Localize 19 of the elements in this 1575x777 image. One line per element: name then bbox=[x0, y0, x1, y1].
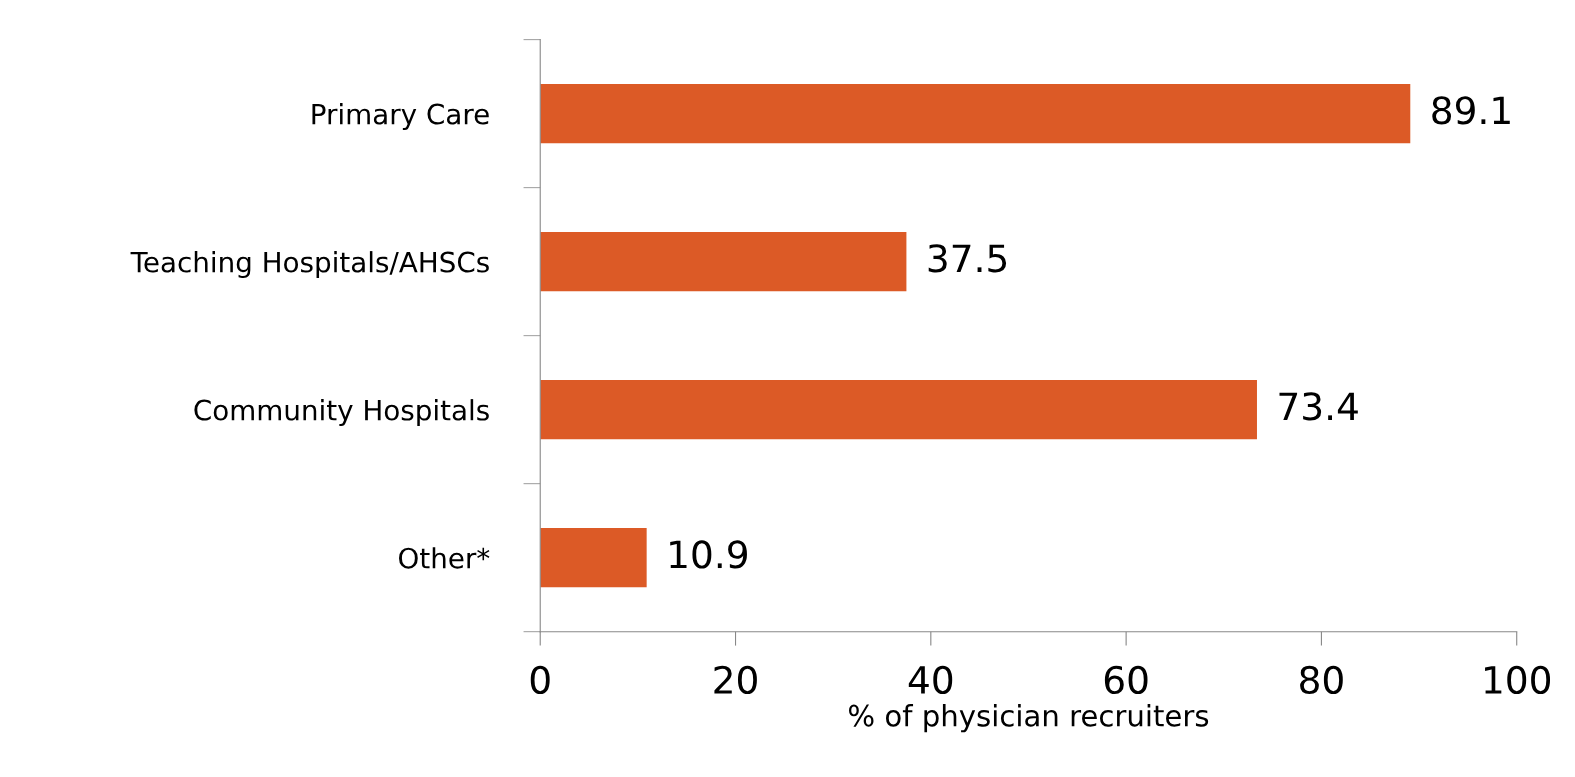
data-label: 10.9 bbox=[670, 540, 747, 569]
data-label: 73.4 bbox=[1279, 392, 1358, 421]
bar bbox=[540, 528, 647, 588]
bar bbox=[540, 84, 1411, 144]
y-tick-label: Primary Care bbox=[312, 103, 489, 130]
x-tick-label: 40 bbox=[908, 665, 953, 695]
bar bbox=[540, 232, 907, 292]
y-tick-label: Other* bbox=[399, 547, 490, 569]
x-tick-label: 100 bbox=[1485, 665, 1551, 695]
x-tick-label: 60 bbox=[1104, 665, 1148, 695]
data-label: 89.1 bbox=[1432, 96, 1510, 125]
y-tick-label: Community Hospitals bbox=[194, 399, 489, 426]
x-tick-label: 0 bbox=[530, 665, 550, 695]
x-tick-label: 80 bbox=[1300, 665, 1343, 695]
data-label: 37.5 bbox=[928, 244, 1007, 273]
bar bbox=[540, 380, 1257, 440]
x-tick-label: 20 bbox=[714, 665, 757, 695]
x-axis-title: % of physician recruiters bbox=[849, 704, 1209, 733]
y-tick-label: Teaching Hospitals/AHSCs bbox=[130, 251, 489, 278]
